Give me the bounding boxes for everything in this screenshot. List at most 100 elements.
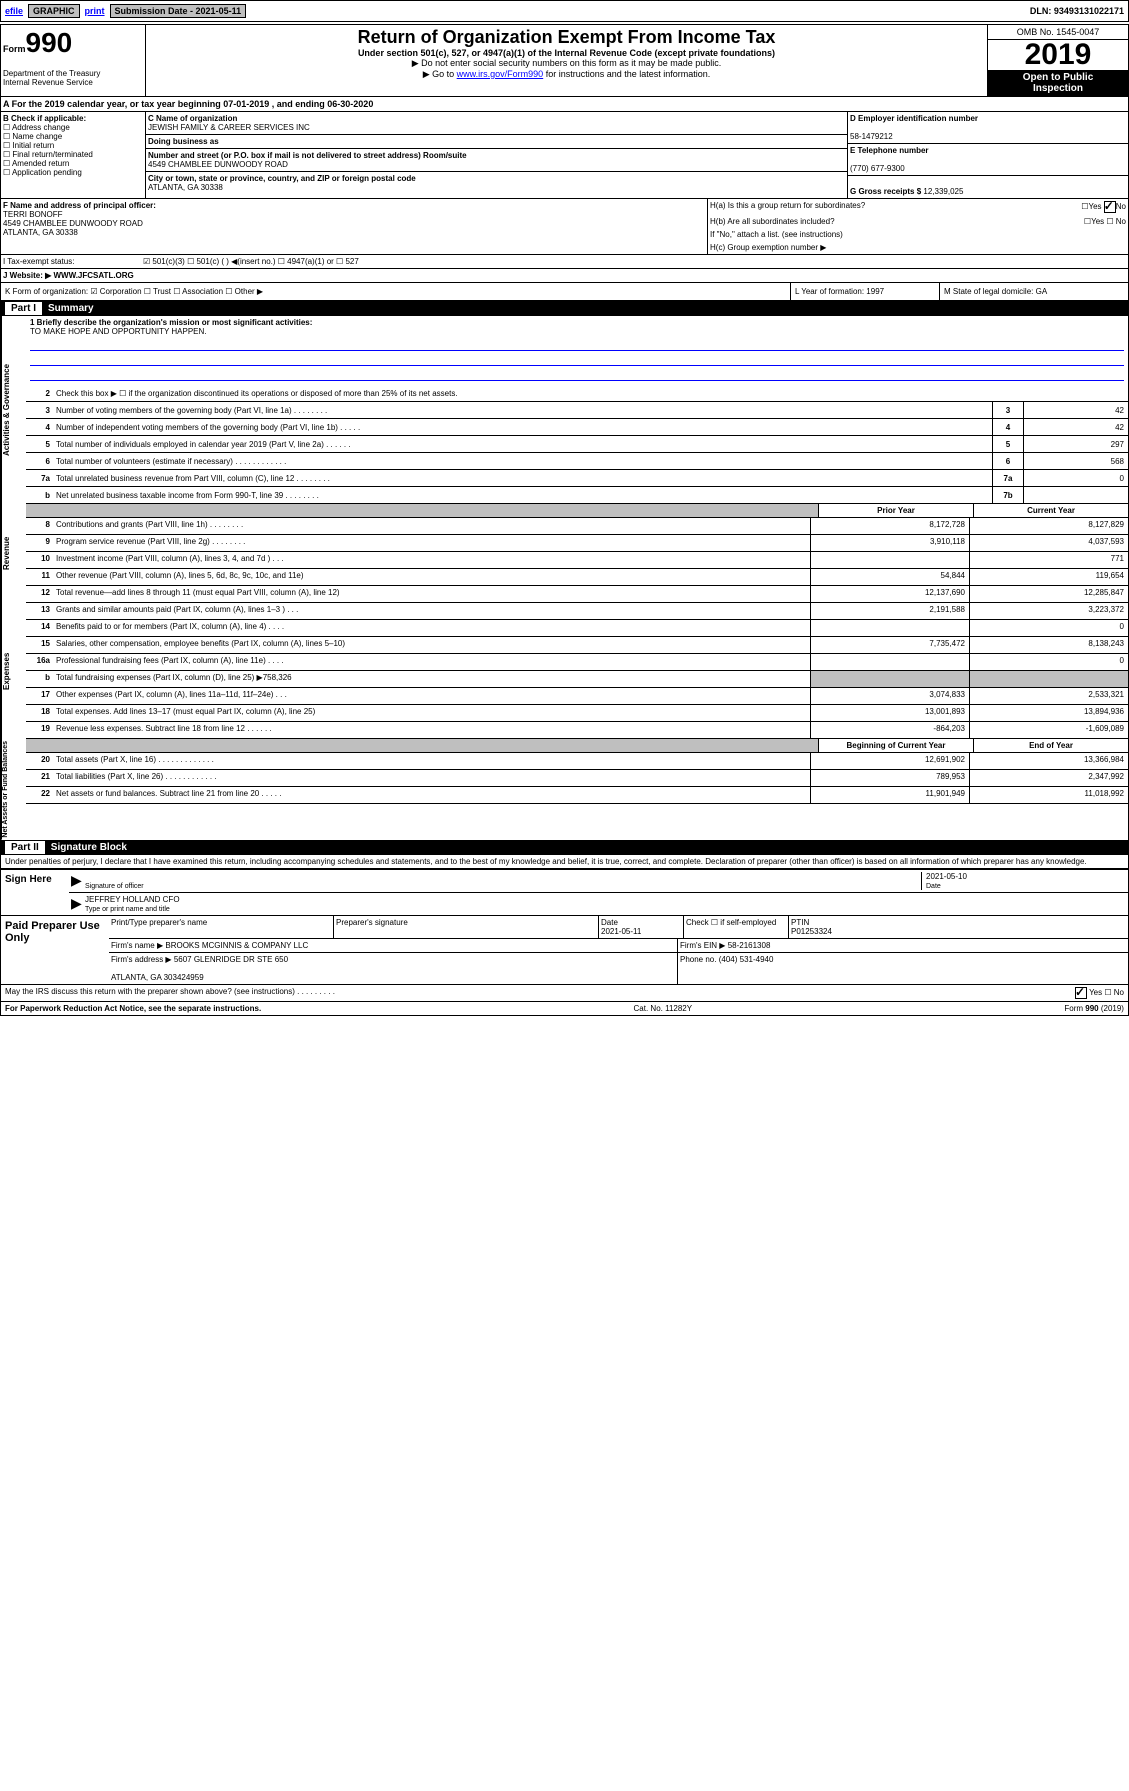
year-formation: L Year of formation: 1997 (790, 283, 939, 300)
discuss-row: May the IRS discuss this return with the… (1, 985, 1128, 1002)
line-value: 42 (1023, 402, 1128, 418)
addr-change-check[interactable]: ☐ Address change (3, 123, 143, 132)
line-text: Professional fundraising fees (Part IX, … (54, 654, 810, 670)
side-net: Net Assets or Fund Balances (1, 739, 26, 840)
ha-no-check[interactable] (1104, 201, 1116, 213)
prior-value: 11,901,949 (810, 787, 969, 803)
ssn-note: ▶ Do not enter social security numbers o… (148, 58, 985, 69)
line2-text: Check this box ▶ ☐ if the organization d… (54, 387, 1128, 400)
prep-date: 2021-05-11 (601, 927, 641, 936)
line-text: Total liabilities (Part X, line 26) . . … (54, 770, 810, 786)
dept-label: Department of the Treasury Internal Reve… (3, 69, 143, 87)
paid-prep-label: Paid Preparer Use Only (1, 916, 109, 984)
curr-value: 771 (969, 552, 1128, 568)
line-text: Total assets (Part X, line 16) . . . . .… (54, 753, 810, 769)
line-value (1023, 487, 1128, 503)
line-text: Contributions and grants (Part VIII, lin… (54, 518, 810, 534)
firm-ein: 58-2161308 (728, 941, 771, 950)
prior-value: 7,735,472 (810, 637, 969, 653)
firm-name: BROOKS MCGINNIS & COMPANY LLC (165, 941, 308, 950)
org-street: 4549 CHAMBLEE DUNWOODY ROAD (148, 160, 288, 169)
line-box-num: 6 (992, 453, 1023, 469)
phone: (770) 677-9300 (850, 164, 905, 173)
irs-link[interactable]: www.irs.gov/Form990 (457, 69, 544, 79)
penalty-text: Under penalties of perjury, I declare th… (1, 855, 1128, 869)
line-box-num: 4 (992, 419, 1023, 435)
section-h: H(a) Is this a group return for subordin… (707, 199, 1128, 254)
form-of-org: K Form of organization: ☑ Corporation ☐ … (1, 283, 790, 300)
submission-btn: Submission Date - 2021-05-11 (110, 4, 247, 18)
line-text: Other revenue (Part VIII, column (A), li… (54, 569, 810, 585)
form-subtitle: Under section 501(c), 527, or 4947(a)(1)… (148, 48, 985, 58)
amended-check[interactable]: ☐ Amended return (3, 159, 143, 168)
line-box-num: 5 (992, 436, 1023, 452)
curr-value: 0 (969, 654, 1128, 670)
mission-blank (30, 368, 1124, 381)
discuss-yes-check[interactable] (1075, 987, 1087, 999)
side-governance: Activities & Governance (1, 316, 26, 504)
line-value: 568 (1023, 453, 1128, 469)
app-pending-check[interactable]: ☐ Application pending (3, 168, 143, 177)
print-link[interactable]: print (81, 6, 109, 16)
name-change-check[interactable]: ☐ Name change (3, 132, 143, 141)
officer-sig-name: JEFFREY HOLLAND CFO (85, 895, 180, 904)
curr-value: 11,018,992 (969, 787, 1128, 803)
website-url: WWW.JFCSATL.ORG (53, 271, 133, 280)
line-text: Benefits paid to or for members (Part IX… (54, 620, 810, 636)
curr-value: 2,347,992 (969, 770, 1128, 786)
graphic-btn[interactable]: GRAPHIC (28, 4, 80, 18)
section-b: B Check if applicable: ☐ Address change … (1, 112, 146, 198)
curr-year-hdr: Current Year (973, 504, 1128, 517)
line-box-num: 7b (992, 487, 1023, 503)
tax-year: 2019 (988, 40, 1128, 70)
officer-addr: 4549 CHAMBLEE DUNWOODY ROAD ATLANTA, GA … (3, 219, 143, 237)
state-domicile: M State of legal domicile: GA (939, 283, 1128, 300)
line-text: Total unrelated business revenue from Pa… (54, 472, 992, 485)
prior-value: 12,691,902 (810, 753, 969, 769)
prior-value: 2,191,588 (810, 603, 969, 619)
begin-year-hdr: Beginning of Current Year (818, 739, 973, 752)
tax-status-label: I Tax-exempt status: (3, 257, 143, 266)
sign-here-label: Sign Here (1, 870, 69, 915)
line-text: Net assets or fund balances. Subtract li… (54, 787, 810, 803)
curr-value: 119,654 (969, 569, 1128, 585)
line-box-num: 3 (992, 402, 1023, 418)
dln: DLN: 93493131022171 (1030, 6, 1128, 16)
mission-text: TO MAKE HOPE AND OPPORTUNITY HAPPEN. (30, 327, 1124, 336)
efile-link[interactable]: efile (1, 6, 27, 16)
line-value: 42 (1023, 419, 1128, 435)
org-name: JEWISH FAMILY & CAREER SERVICES INC (148, 123, 310, 132)
mission-q: 1 Briefly describe the organization's mi… (30, 318, 1124, 327)
curr-value: 8,138,243 (969, 637, 1128, 653)
prior-value: -864,203 (810, 722, 969, 738)
section-f: F Name and address of principal officer:… (1, 199, 707, 254)
line-text: Total number of individuals employed in … (54, 438, 992, 451)
curr-value: 12,285,847 (969, 586, 1128, 602)
header-right: OMB No. 1545-0047 2019 Open to Public In… (987, 25, 1128, 96)
line-text: Total number of volunteers (estimate if … (54, 455, 992, 468)
prior-value: 13,001,893 (810, 705, 969, 721)
side-expenses: Expenses (1, 603, 26, 739)
prior-value: 3,074,833 (810, 688, 969, 704)
line-text: Revenue less expenses. Subtract line 18 … (54, 722, 810, 738)
curr-value: -1,609,089 (969, 722, 1128, 738)
line-text: Other expenses (Part IX, column (A), lin… (54, 688, 810, 704)
prior-year-hdr: Prior Year (818, 504, 973, 517)
curr-value (969, 671, 1128, 687)
line-text: Investment income (Part VIII, column (A)… (54, 552, 810, 568)
firm-phone: (404) 531-4940 (719, 955, 774, 964)
line-box-num: 7a (992, 470, 1023, 486)
line-text: Total expenses. Add lines 13–17 (must eq… (54, 705, 810, 721)
prior-value: 3,910,118 (810, 535, 969, 551)
line-value: 297 (1023, 436, 1128, 452)
open-public-badge: Open to Public Inspection (988, 70, 1128, 96)
line-text: Number of independent voting members of … (54, 421, 992, 434)
final-return-check[interactable]: ☐ Final return/terminated (3, 150, 143, 159)
period-row: A For the 2019 calendar year, or tax yea… (1, 97, 1128, 112)
prior-value: 12,137,690 (810, 586, 969, 602)
line-text: Salaries, other compensation, employee b… (54, 637, 810, 653)
initial-return-check[interactable]: ☐ Initial return (3, 141, 143, 150)
line-text: Total fundraising expenses (Part IX, col… (54, 671, 810, 687)
line-text: Net unrelated business taxable income fr… (54, 489, 992, 502)
section-c: C Name of organizationJEWISH FAMILY & CA… (146, 112, 848, 198)
